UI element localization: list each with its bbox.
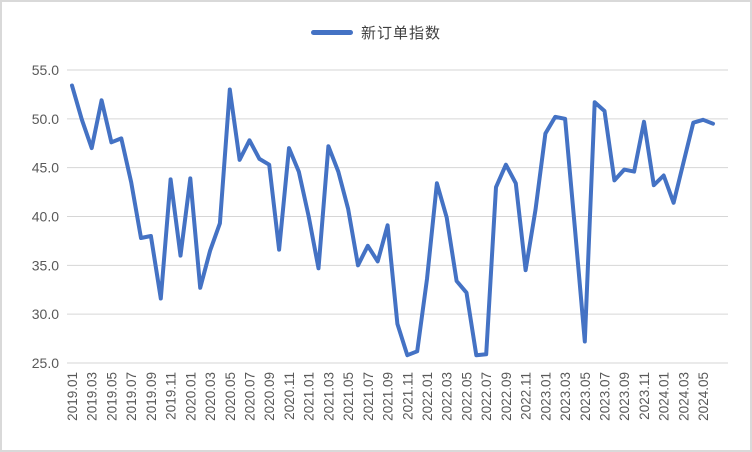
legend-line-marker-icon (310, 29, 353, 35)
x-tick-label: 2023.09 (617, 372, 632, 421)
x-tick-label: 2023.03 (558, 372, 573, 421)
x-tick-label: 2022.05 (459, 372, 474, 421)
y-tick-label: 30.0 (32, 306, 59, 322)
legend: 新订单指数 (2, 22, 750, 42)
x-tick-label: 2022.03 (440, 372, 455, 421)
x-tick-label: 2019.01 (65, 372, 80, 421)
x-tick-label: 2019.11 (164, 372, 179, 420)
x-tick-label: 2021.09 (381, 372, 396, 421)
x-tick-label: 2021.05 (341, 372, 356, 421)
x-tick-label: 2021.03 (321, 372, 336, 421)
x-tick-label: 2022.11 (519, 372, 534, 420)
x-tick-label: 2022.09 (499, 372, 514, 421)
x-tick-label: 2023.07 (598, 372, 613, 421)
y-tick-label: 35.0 (32, 257, 59, 273)
x-tick-label: 2023.11 (637, 372, 652, 420)
x-tick-label: 2020.11 (282, 372, 297, 420)
x-tick-label: 2019.09 (144, 372, 159, 421)
legend-label: 新订单指数 (360, 24, 441, 42)
x-tick-label: 2024.01 (657, 372, 672, 421)
x-tick-label: 2020.09 (262, 372, 277, 421)
x-tick-label: 2019.07 (124, 372, 139, 421)
y-tick-label: 55.0 (32, 62, 59, 78)
x-tick-label: 2021.07 (361, 372, 376, 421)
x-tick-label: 2020.05 (223, 372, 238, 421)
x-tick-label: 2021.01 (302, 372, 317, 421)
x-tick-label: 2020.07 (243, 372, 258, 421)
x-tick-label: 2022.07 (479, 372, 494, 421)
x-tick-label: 2023.05 (578, 372, 593, 421)
series-line-new-orders-index (70, 83, 715, 358)
y-tick-label: 25.0 (32, 355, 59, 371)
x-tick-label: 2021.11 (400, 372, 415, 420)
y-tick-label: 45.0 (32, 160, 59, 176)
x-tick-label: 2024.05 (696, 372, 711, 421)
x-tick-label: 2020.01 (183, 372, 198, 421)
x-tick-label: 2023.01 (538, 372, 553, 421)
x-tick-label: 2020.03 (203, 372, 218, 421)
y-tick-label: 40.0 (32, 209, 59, 225)
x-tick-label: 2024.03 (676, 372, 691, 421)
x-tick-label: 2022.01 (420, 372, 435, 421)
x-tick-label: 2019.03 (85, 372, 100, 421)
y-tick-label: 50.0 (32, 111, 59, 127)
x-tick-label: 2019.05 (104, 372, 119, 421)
